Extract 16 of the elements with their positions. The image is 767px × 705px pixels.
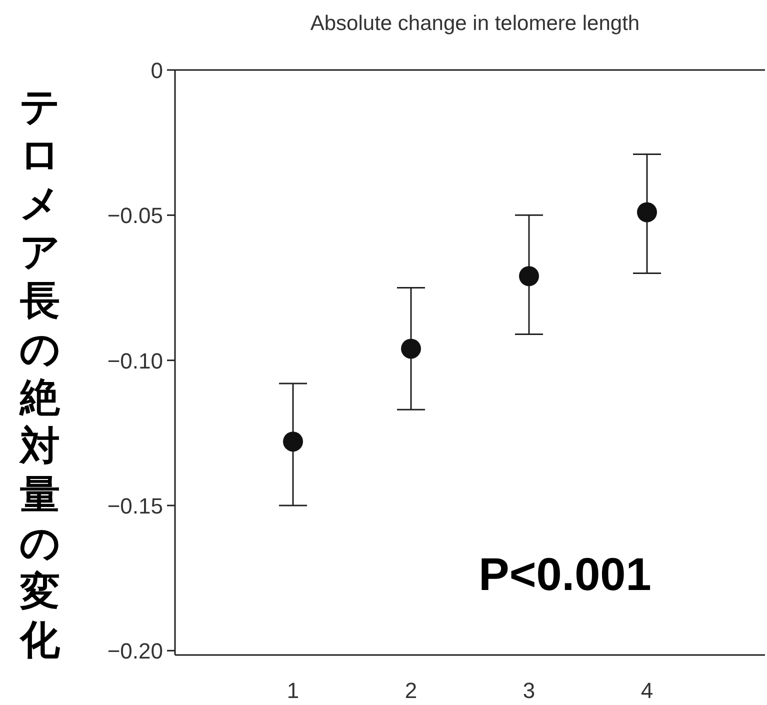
x-tick-label: 4 [640, 678, 654, 703]
point [519, 266, 539, 286]
point [401, 338, 421, 359]
chart-title: Absolute change in telomere length [310, 12, 640, 35]
annotation: P<0.001 [478, 548, 652, 600]
y-tick-label: −0.10 [107, 348, 163, 374]
x-tick-label: 3 [522, 678, 536, 703]
y-tick-label: −0.15 [107, 493, 163, 518]
text: テロメア長の絶対量の変化 [20, 85, 60, 662]
x-tick-label: 2 [404, 678, 418, 703]
point [283, 432, 303, 452]
y-tick-label: −0.05 [107, 203, 163, 228]
y-tick-label: 0 [150, 58, 163, 83]
point [637, 202, 657, 222]
y-tick-label: −0.20 [107, 638, 163, 664]
x-tick-label: 1 [286, 678, 300, 703]
